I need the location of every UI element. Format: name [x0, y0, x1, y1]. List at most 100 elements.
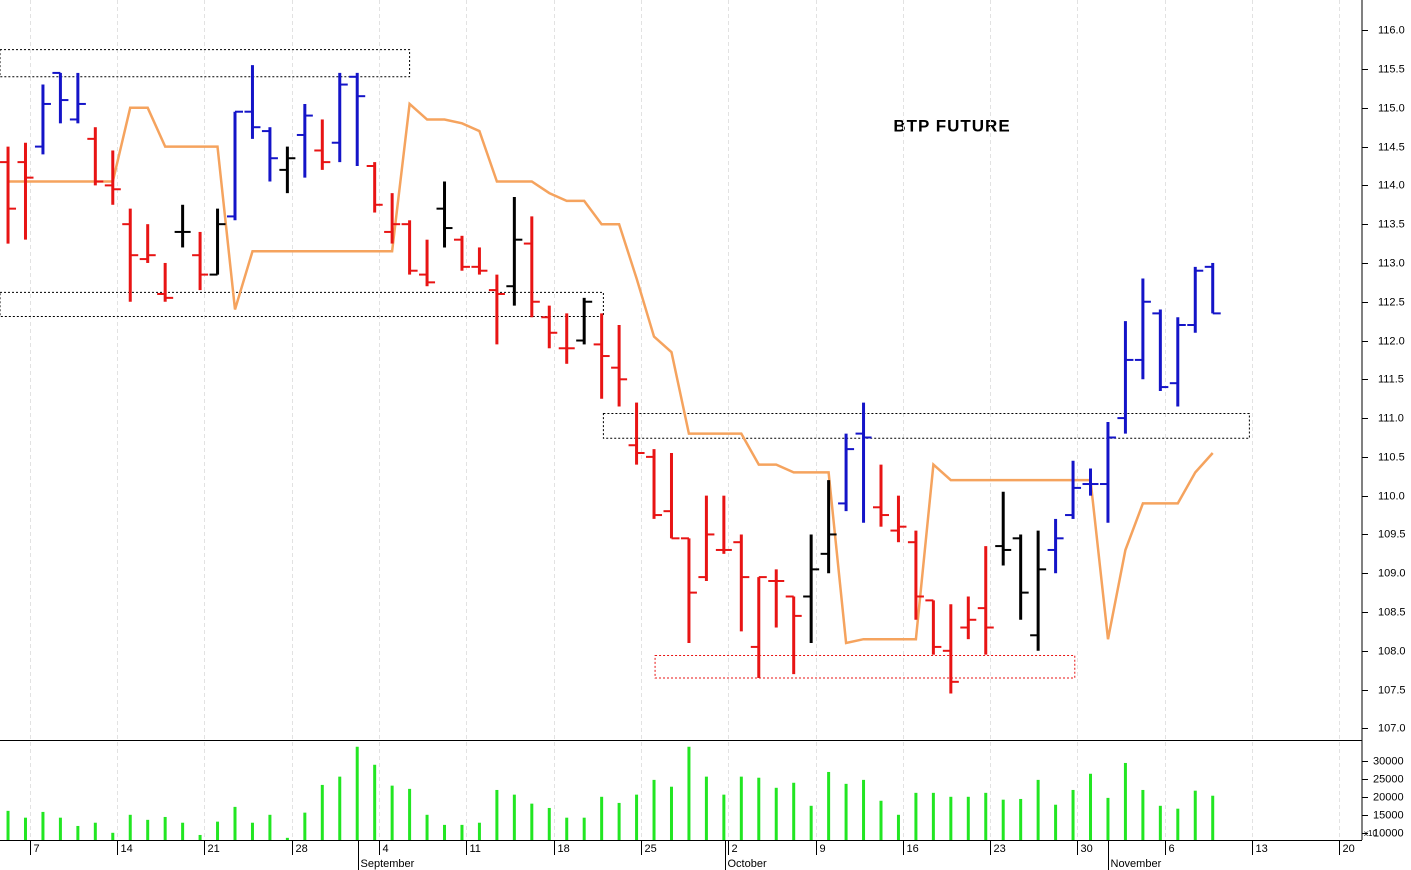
volume-bar [827, 771, 831, 840]
volume-bar [408, 788, 412, 840]
volume-bar [181, 822, 185, 840]
x-tick-label: 9 [820, 843, 826, 855]
volume-bar [984, 792, 988, 840]
volume-bar [896, 814, 900, 840]
volume-bar [163, 816, 167, 840]
volume-bar [477, 822, 481, 840]
zone [0, 291, 604, 317]
x-tick-label: 20 [1343, 843, 1355, 855]
x-tick-label: 14 [121, 843, 133, 855]
volume-tick-label: 20000 [1373, 791, 1404, 803]
volume-bar [722, 794, 726, 840]
volume-bar [565, 817, 569, 840]
volume-bar [320, 784, 324, 840]
volume-bar [216, 821, 220, 840]
month-label: September [361, 858, 415, 870]
volume-bar [862, 779, 866, 840]
volume-bar [792, 782, 796, 840]
y-tick-label: 110.0 [1378, 490, 1405, 502]
zone [0, 49, 411, 78]
volume-tick-label: 10000 [1373, 827, 1404, 839]
volume-bar [635, 794, 639, 840]
volume-bar [128, 814, 132, 840]
volume-bar [285, 837, 289, 840]
volume-bar [1001, 799, 1005, 840]
y-tick-label: 108.5 [1378, 606, 1406, 618]
y-tick-label: 108.0 [1378, 645, 1406, 657]
x-tick-label: 30 [1081, 843, 1093, 855]
volume-bar [76, 825, 80, 840]
volume-bar [669, 786, 673, 840]
x-tick-label: 25 [645, 843, 657, 855]
volume-bar [1158, 805, 1162, 840]
x-tick-label: 11 [470, 843, 481, 855]
x-tick-label: 4 [383, 843, 389, 855]
volume-bar [582, 817, 586, 840]
trend-line [8, 101, 1214, 645]
y-tick-label: 113.0 [1378, 257, 1405, 269]
zone [654, 654, 1076, 679]
volume-bar [530, 803, 534, 840]
volume-bar [652, 779, 656, 840]
volume-bar [547, 807, 551, 840]
volume-bar [111, 832, 115, 840]
volume-bar [460, 824, 464, 840]
volume-bar [757, 777, 761, 840]
volume-bar [949, 796, 953, 840]
volume-bar [373, 764, 377, 840]
volume-bar [600, 796, 604, 840]
x-tick-label: 13 [1256, 843, 1268, 855]
y-tick-label: 111.0 [1378, 412, 1404, 424]
volume-bar [41, 811, 45, 840]
y-tick-label: 114.0 [1378, 179, 1405, 191]
volume-bar [1193, 790, 1197, 840]
volume-bar [1211, 795, 1215, 840]
x-tick-label: 16 [907, 843, 919, 855]
volume-bar [1071, 789, 1075, 840]
y-tick-label: 111.5 [1378, 373, 1404, 385]
volume-tick-label: 30000 [1373, 755, 1404, 767]
y-tick-label: 109.5 [1378, 528, 1406, 540]
y-tick-label: 114.5 [1378, 141, 1405, 153]
volume-bar [704, 776, 708, 840]
volume-bar [1141, 789, 1145, 840]
volume-bar [1019, 798, 1023, 840]
x-tick-label: 6 [1169, 843, 1175, 855]
volume-bar [6, 810, 10, 840]
volume-bar [512, 794, 516, 840]
volume-bar [739, 776, 743, 840]
volume-bar [23, 817, 27, 840]
volume-bar [1036, 779, 1040, 840]
volume-bar [931, 792, 935, 840]
y-tick-label: 115.5 [1378, 63, 1405, 75]
volume-bar [966, 796, 970, 840]
x-tick-label: 21 [208, 843, 220, 855]
y-tick-label: 107.0 [1378, 722, 1406, 734]
volume-bar [93, 822, 97, 840]
y-tick-label: 113.5 [1378, 218, 1405, 230]
volume-bar [1054, 804, 1058, 840]
volume-bar [1089, 773, 1093, 840]
volume-bar [617, 802, 621, 840]
y-tick-label: 110.5 [1378, 451, 1405, 463]
volume-tick-label: 15000 [1373, 809, 1404, 821]
volume-bar [198, 834, 202, 840]
volume-bar [687, 746, 691, 840]
x-tick-label: 18 [558, 843, 570, 855]
volume-bar [443, 824, 447, 840]
volume-bar [58, 817, 62, 840]
volume-bar [268, 814, 272, 840]
x-tick-label: 2 [732, 843, 738, 855]
volume-bar [879, 800, 883, 840]
volume-bar [425, 814, 429, 840]
volume-bar [146, 819, 150, 840]
month-label: October [728, 858, 767, 870]
month-label: November [1111, 858, 1162, 870]
volume-bar [774, 787, 778, 840]
y-tick-label: 112.5 [1378, 296, 1405, 308]
y-tick-label: 112.0 [1378, 335, 1405, 347]
x-tick-label: 28 [296, 843, 308, 855]
